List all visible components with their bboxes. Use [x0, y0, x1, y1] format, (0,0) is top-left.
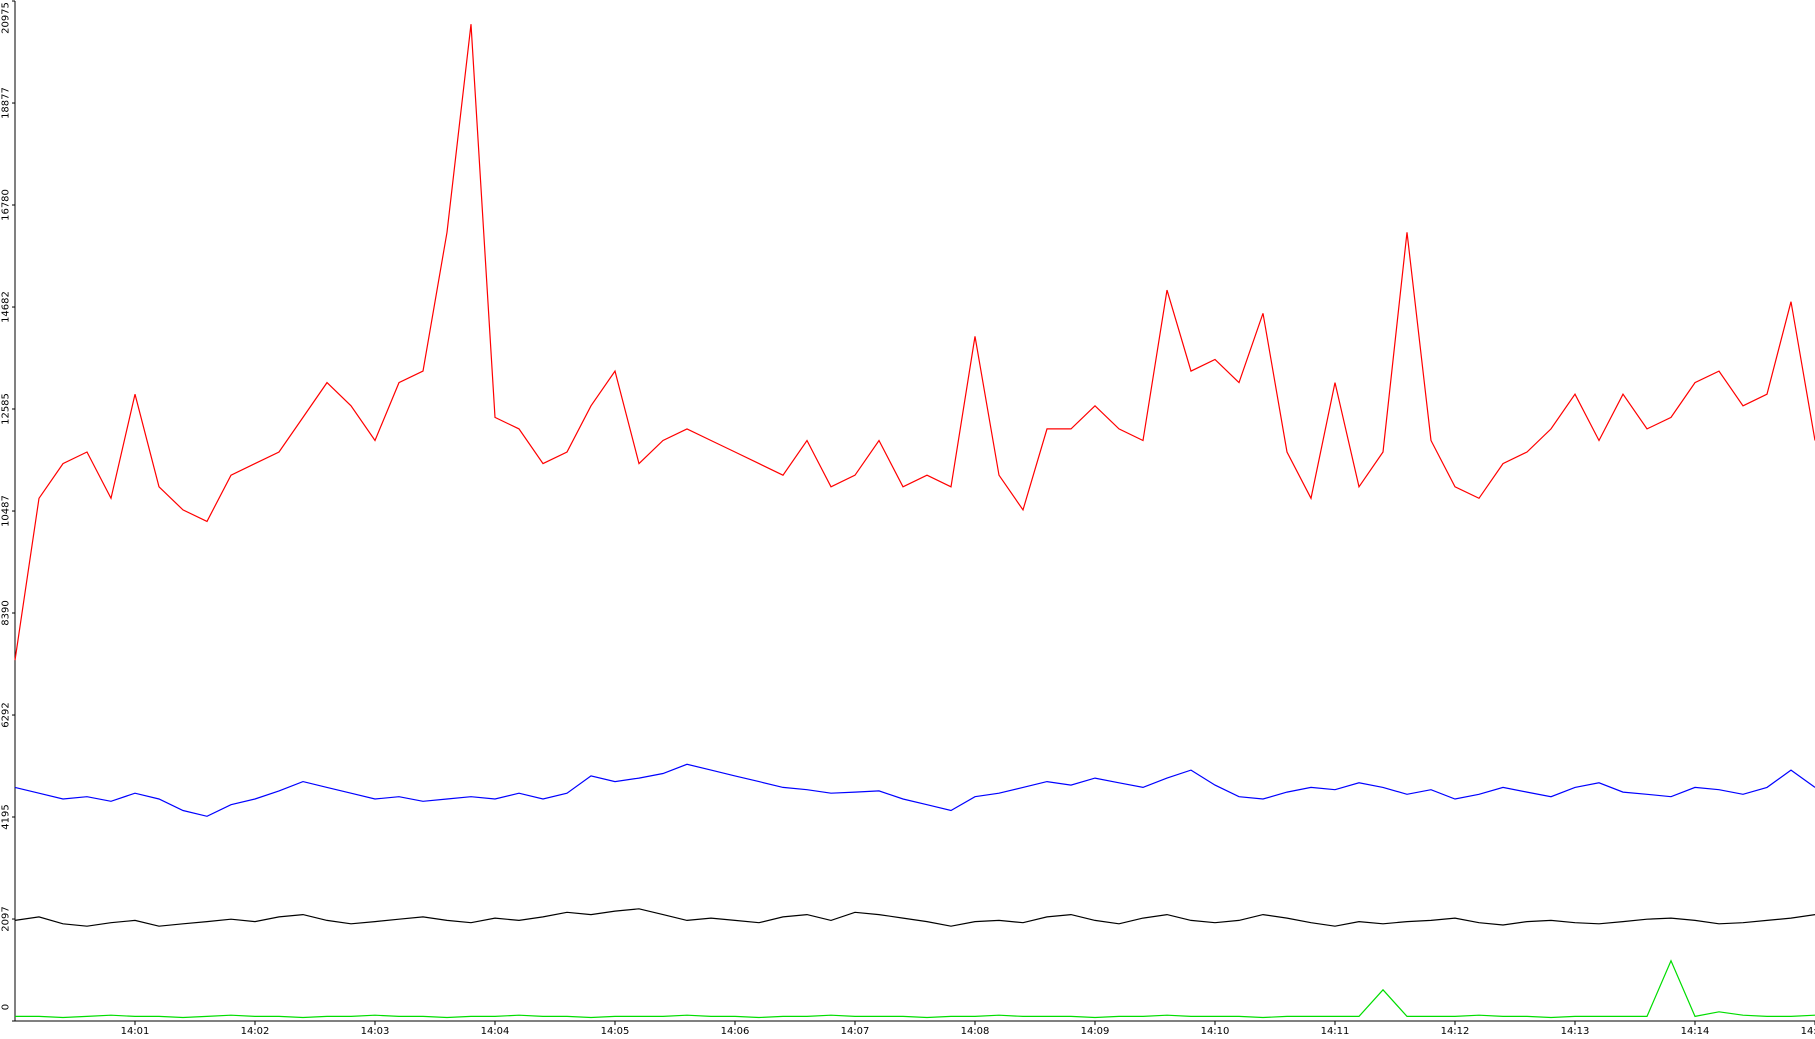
x-tick-label: 14:06	[721, 1026, 750, 1037]
y-tick-label: 12585	[0, 393, 11, 425]
x-tick-label: 14:04	[481, 1026, 510, 1037]
y-tick-label: 2097	[0, 906, 11, 931]
y-tick-label: 10487	[0, 495, 11, 527]
x-tick-label: 14:03	[361, 1026, 390, 1037]
x-tick-label: 14:09	[1081, 1026, 1110, 1037]
x-tick-label: 14:07	[841, 1026, 870, 1037]
x-tick-label: 14:10	[1201, 1026, 1230, 1037]
x-tick-label: 14:01	[121, 1026, 150, 1037]
x-tick-label: 14:11	[1321, 1026, 1350, 1037]
y-tick-label: 4195	[0, 804, 11, 829]
x-tick-label: 14:14	[1681, 1026, 1710, 1037]
x-tick-label: 14:05	[601, 1026, 630, 1037]
y-tick-label: 16780	[0, 189, 11, 221]
series-line	[14, 763, 1815, 817]
y-tick-label: 0	[0, 1004, 11, 1010]
y-tick-label: 6292	[0, 702, 11, 727]
x-tick-label: 14:02	[241, 1026, 270, 1037]
series-line	[15, 959, 1815, 1019]
y-tick-label: 8390	[0, 600, 11, 625]
x-tick-label: 14:08	[961, 1026, 990, 1037]
series-line	[14, 24, 1815, 661]
x-tick-label: 14:15	[1801, 1026, 1815, 1037]
series-line	[14, 908, 1815, 927]
y-tick-label: 14682	[0, 291, 11, 323]
y-tick-label: 20975	[0, 2, 11, 34]
x-tick-label: 14:13	[1561, 1026, 1590, 1037]
x-tick-label: 14:12	[1441, 1026, 1470, 1037]
y-tick-label: 18877	[0, 87, 11, 119]
